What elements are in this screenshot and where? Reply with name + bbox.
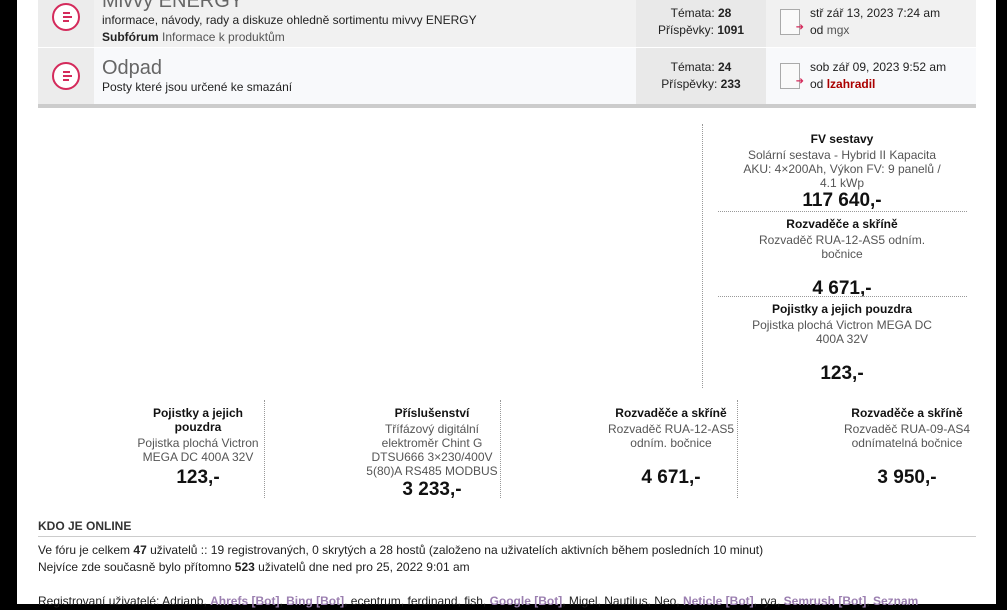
online-text: uživatelů :: 19 registrovaných, 0 skrytý… xyxy=(150,543,764,557)
product-price: 123,- xyxy=(176,467,220,488)
posts-label: Příspěvky: xyxy=(657,22,714,37)
online-user-link[interactable]: Google [Bot] xyxy=(489,594,563,608)
online-user-link[interactable]: Nautilus xyxy=(604,594,648,608)
last-post-icon[interactable] xyxy=(780,63,804,90)
divider xyxy=(500,400,501,498)
online-user-link[interactable]: Migel xyxy=(568,594,598,608)
topics-label: Témata: xyxy=(670,60,715,74)
online-count: 47 xyxy=(133,543,147,557)
product-card[interactable]: Příslušenství Třífázový digitální elektr… xyxy=(357,406,507,500)
subforum-label: Subfórum xyxy=(102,30,159,44)
online-user-link[interactable]: Semrush [Bot] xyxy=(783,594,867,608)
forum-title[interactable]: Mivvy ENERGY xyxy=(102,0,244,12)
product-category: Pojistky a jejich pouzdra xyxy=(771,302,913,316)
product-card[interactable]: Pojistky a jejich pouzdra Pojistka ploch… xyxy=(133,406,263,488)
product-card[interactable]: Rozvaděče a skříně Rozvaděč RUA-12-AS5 o… xyxy=(607,406,735,488)
online-user-link[interactable]: Ahrefs [Bot] xyxy=(210,594,280,608)
divider xyxy=(264,400,265,498)
product-card[interactable]: Rozvaděče a skříně Rozvaděč RUA-12-AS5 o… xyxy=(757,217,927,299)
last-post-user[interactable]: lzahradil xyxy=(826,77,876,91)
online-user-link[interactable]: Bing [Bot] xyxy=(286,594,345,608)
forum-description: informace, návody, rady a diskuze ohledn… xyxy=(102,13,477,27)
record-text: Nejvíce zde současně bylo přítomno xyxy=(38,560,232,574)
product-description: Pojistka plochá Victron MEGA DC 400A 32V xyxy=(137,436,259,464)
divider xyxy=(718,296,967,297)
product-category: Rozvaděče a skříně xyxy=(786,217,898,231)
posts-count: 1091 xyxy=(717,22,745,37)
online-text: Ve fóru je celkem xyxy=(38,543,131,557)
product-category: Příslušenství xyxy=(394,406,470,420)
online-user-link[interactable]: Seznam xyxy=(873,594,919,608)
forum-row: Odpad Posty které jsou určené ke smazání… xyxy=(38,48,976,104)
subforum-link[interactable]: Informace k produktům xyxy=(162,30,285,44)
online-user-link[interactable]: Adrianb xyxy=(162,594,204,608)
forum-subforum-icon xyxy=(52,2,80,31)
by-label: od xyxy=(810,22,824,37)
product-category: Pojistky a jejich pouzdra xyxy=(152,406,244,434)
product-price: 4 671,- xyxy=(812,278,872,299)
record-text: uživatelů dne ned pro 25, 2022 9:01 am xyxy=(258,560,470,574)
product-description: Rozvaděč RUA-09-AS4 odnímatelná bočnice xyxy=(843,422,971,450)
forum-list-bottom-border xyxy=(38,104,976,108)
registered-label: Registrovaní uživatelé: xyxy=(38,594,160,608)
topics-count: 24 xyxy=(718,60,732,74)
forum-description: Posty které jsou určené ke smazání xyxy=(102,80,293,94)
product-description: Pojistka plochá Victron MEGA DC 400A 32V xyxy=(752,318,932,346)
last-post-icon[interactable] xyxy=(780,8,804,36)
online-user-link[interactable]: ecentrum xyxy=(350,594,401,608)
product-price: 3 233,- xyxy=(402,479,462,500)
by-label: od xyxy=(810,77,824,91)
page: Mivvy ENERGY informace, návody, rady a d… xyxy=(17,0,996,608)
forum-row: Mivvy ENERGY informace, návody, rady a d… xyxy=(38,0,976,47)
forum-title[interactable]: Odpad xyxy=(102,57,163,79)
product-price: 117 640,- xyxy=(802,190,882,211)
product-description: Rozvaděč RUA-12-AS5 odním. bočnice xyxy=(607,422,735,450)
record-count: 523 xyxy=(234,560,255,574)
product-card[interactable]: FV sestavy Solární sestava - Hybrid II K… xyxy=(742,132,942,211)
product-card[interactable]: Rozvaděče a skříně Rozvaděč RUA-09-AS4 o… xyxy=(842,406,972,488)
divider xyxy=(737,400,738,498)
posts-label: Příspěvky: xyxy=(661,77,718,91)
last-post-user[interactable]: mgx xyxy=(826,22,850,37)
last-post-date: sob zář 09, 2023 9:52 am xyxy=(810,60,947,74)
last-post-date: stř zář 13, 2023 7:24 am xyxy=(810,5,941,20)
who-is-online: KDO JE ONLINE Ve fóru je celkem 47 uživa… xyxy=(38,519,976,610)
divider xyxy=(718,211,967,212)
product-category: FV sestavy xyxy=(810,132,874,146)
product-price: 4 671,- xyxy=(641,467,701,488)
online-user-link[interactable]: Neo xyxy=(654,594,677,608)
topics-label: Témata: xyxy=(670,5,715,20)
product-description: Třífázový digitální elektroměr Chint G D… xyxy=(366,422,498,478)
online-user-link[interactable]: fish xyxy=(464,594,483,608)
online-user-link[interactable]: rya xyxy=(760,594,777,608)
online-user-link[interactable]: ferdinand xyxy=(407,594,458,608)
divider xyxy=(702,124,703,388)
forum-icon xyxy=(52,62,80,90)
product-description: Rozvaděč RUA-12-AS5 odním. bočnice xyxy=(758,233,926,261)
product-category: Rozvaděče a skříně xyxy=(615,406,727,420)
online-user-link[interactable]: Neticle [Bot] xyxy=(682,594,754,608)
product-price: 123,- xyxy=(820,363,864,384)
product-price: 3 950,- xyxy=(877,467,937,488)
product-card[interactable]: Pojistky a jejich pouzdra Pojistka ploch… xyxy=(747,302,937,384)
product-category: Rozvaděče a skříně xyxy=(851,406,963,420)
product-description: Solární sestava - Hybrid II Kapacita AKU… xyxy=(743,148,941,190)
online-heading: KDO JE ONLINE xyxy=(38,519,976,537)
topics-count: 28 xyxy=(718,5,732,20)
posts-count: 233 xyxy=(720,77,741,91)
